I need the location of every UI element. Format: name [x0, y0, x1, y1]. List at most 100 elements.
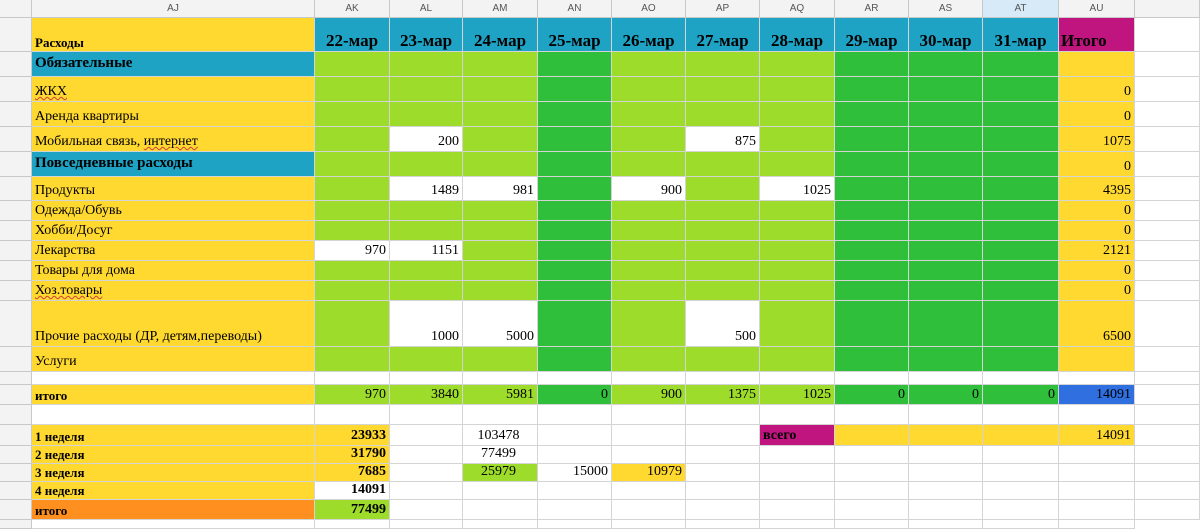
value-cell[interactable] — [463, 281, 538, 301]
value-cell[interactable] — [909, 127, 983, 152]
value-cell[interactable] — [612, 102, 686, 127]
value-cell[interactable]: 1375 — [686, 385, 760, 405]
value-cell[interactable] — [686, 281, 760, 301]
value-cell[interactable] — [760, 201, 835, 221]
value-cell[interactable] — [612, 152, 686, 177]
value-cell[interactable] — [983, 52, 1059, 77]
row-header[interactable] — [0, 405, 32, 425]
row-total-cell[interactable]: 2121 — [1059, 241, 1135, 261]
value-cell[interactable]: 5981 — [463, 385, 538, 405]
row-total-cell[interactable] — [1059, 52, 1135, 77]
row-total-cell[interactable]: 0 — [1059, 102, 1135, 127]
value-cell[interactable] — [983, 281, 1059, 301]
column-header-al[interactable]: AL — [390, 0, 463, 18]
column-header-ap[interactable]: AP — [686, 0, 760, 18]
week-extra-value[interactable]: 10979 — [612, 464, 686, 482]
value-cell[interactable]: 970 — [315, 241, 390, 261]
week-value[interactable]: 77499 — [315, 500, 390, 520]
column-header-as[interactable]: AS — [909, 0, 983, 18]
week-extra-value[interactable] — [612, 446, 686, 464]
value-cell[interactable]: 5000 — [463, 301, 538, 347]
row-total-cell[interactable]: 0 — [1059, 261, 1135, 281]
value-cell[interactable] — [538, 301, 612, 347]
week-extra-value[interactable]: 25979 — [463, 464, 538, 482]
value-cell[interactable] — [612, 221, 686, 241]
value-cell[interactable] — [909, 201, 983, 221]
value-cell[interactable]: 1025 — [760, 177, 835, 201]
value-cell[interactable] — [463, 102, 538, 127]
value-cell[interactable] — [909, 177, 983, 201]
value-cell[interactable] — [686, 261, 760, 281]
week-extra-value[interactable] — [538, 425, 612, 446]
value-cell[interactable]: 970 — [315, 385, 390, 405]
value-cell[interactable] — [909, 102, 983, 127]
value-cell[interactable] — [390, 221, 463, 241]
row-header[interactable] — [0, 152, 32, 177]
value-cell[interactable] — [760, 261, 835, 281]
value-cell[interactable] — [983, 347, 1059, 372]
value-cell[interactable] — [760, 347, 835, 372]
value-cell[interactable] — [686, 201, 760, 221]
value-cell[interactable] — [983, 77, 1059, 102]
value-cell[interactable]: 900 — [612, 177, 686, 201]
value-cell[interactable] — [686, 102, 760, 127]
row-total-cell[interactable]: 6500 — [1059, 301, 1135, 347]
value-cell[interactable] — [686, 372, 760, 385]
select-all-corner[interactable] — [0, 0, 32, 18]
row-total-cell[interactable]: 0 — [1059, 281, 1135, 301]
value-cell[interactable] — [983, 241, 1059, 261]
value-cell[interactable] — [315, 177, 390, 201]
row-header[interactable] — [0, 301, 32, 347]
value-cell[interactable] — [760, 241, 835, 261]
value-cell[interactable] — [463, 77, 538, 102]
value-cell[interactable]: 500 — [686, 301, 760, 347]
value-cell[interactable] — [909, 241, 983, 261]
value-cell[interactable] — [983, 301, 1059, 347]
column-header-an[interactable]: AN — [538, 0, 612, 18]
row-header[interactable] — [0, 347, 32, 372]
value-cell[interactable] — [463, 201, 538, 221]
value-cell[interactable] — [983, 201, 1059, 221]
value-cell[interactable] — [390, 52, 463, 77]
value-cell[interactable] — [538, 201, 612, 221]
value-cell[interactable] — [538, 241, 612, 261]
row-header[interactable] — [0, 281, 32, 301]
value-cell[interactable] — [909, 52, 983, 77]
value-cell[interactable] — [983, 261, 1059, 281]
value-cell[interactable] — [612, 347, 686, 372]
value-cell[interactable] — [835, 201, 909, 221]
row-header[interactable] — [0, 385, 32, 405]
value-cell[interactable] — [909, 372, 983, 385]
value-cell[interactable] — [909, 221, 983, 241]
value-cell[interactable] — [760, 301, 835, 347]
value-cell[interactable] — [760, 152, 835, 177]
row-total-cell[interactable]: 1075 — [1059, 127, 1135, 152]
value-cell[interactable] — [835, 52, 909, 77]
column-header-aj[interactable]: AJ — [32, 0, 315, 18]
value-cell[interactable] — [760, 77, 835, 102]
value-cell[interactable] — [686, 152, 760, 177]
value-cell[interactable] — [315, 347, 390, 372]
value-cell[interactable] — [390, 77, 463, 102]
row-total-cell[interactable] — [1059, 372, 1135, 385]
value-cell[interactable] — [463, 221, 538, 241]
value-cell[interactable]: 1151 — [390, 241, 463, 261]
value-cell[interactable] — [538, 372, 612, 385]
row-total-cell[interactable]: 0 — [1059, 201, 1135, 221]
value-cell[interactable] — [315, 281, 390, 301]
value-cell[interactable] — [390, 372, 463, 385]
week-value[interactable]: 7685 — [315, 464, 390, 482]
value-cell[interactable] — [835, 241, 909, 261]
value-cell[interactable] — [315, 77, 390, 102]
week-value[interactable]: 23933 — [315, 425, 390, 446]
value-cell[interactable] — [538, 281, 612, 301]
value-cell[interactable] — [463, 152, 538, 177]
value-cell[interactable] — [612, 77, 686, 102]
week-extra-value[interactable] — [612, 482, 686, 500]
value-cell[interactable] — [760, 281, 835, 301]
row-header[interactable] — [0, 482, 32, 500]
value-cell[interactable] — [835, 177, 909, 201]
value-cell[interactable] — [686, 347, 760, 372]
value-cell[interactable] — [983, 221, 1059, 241]
row-header[interactable] — [0, 241, 32, 261]
